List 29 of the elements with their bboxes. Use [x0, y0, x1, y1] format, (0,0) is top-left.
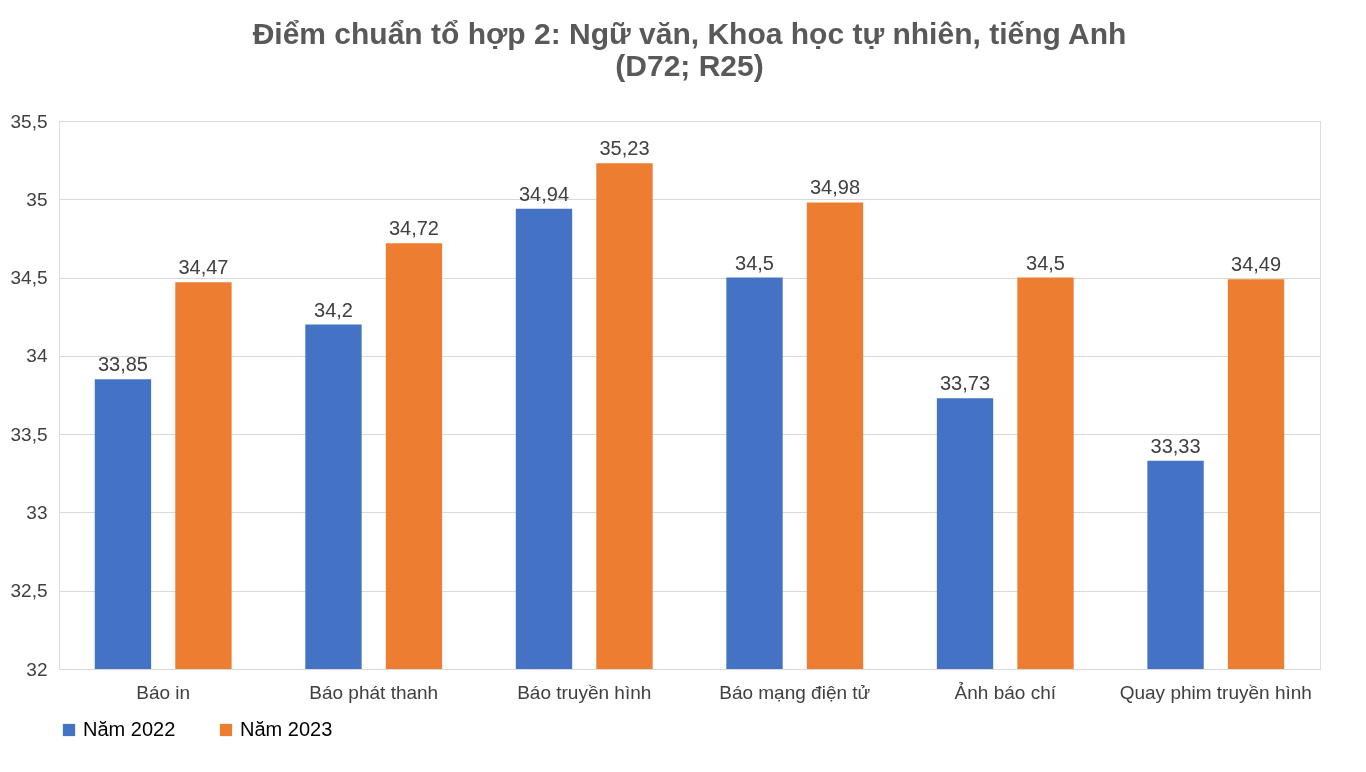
- data-label: 34,2: [314, 298, 353, 321]
- legend-label: Năm 2022: [83, 718, 176, 740]
- y-tick-label: 34: [26, 345, 48, 367]
- x-tick-label: Báo in: [136, 681, 191, 703]
- x-tick-label: Quay phim truyền hình: [1119, 681, 1312, 703]
- legend-label: Năm 2023: [240, 718, 333, 740]
- y-tick-label: 35: [26, 188, 48, 210]
- data-label: 34,49: [1231, 253, 1282, 276]
- y-tick-label: 35,5: [10, 110, 48, 132]
- data-label: 34,5: [735, 251, 774, 274]
- data-label: 35,23: [599, 137, 650, 160]
- data-label: 34,47: [178, 256, 229, 279]
- y-tick-label: 34,5: [10, 267, 48, 289]
- y-tick-label: 32,5: [10, 580, 48, 602]
- y-tick-label: 33: [26, 501, 48, 523]
- data-label: 33,85: [97, 353, 148, 376]
- x-tick-label: Báo mạng điện tử: [719, 681, 871, 703]
- x-tick-label: Báo phát thanh: [309, 681, 439, 703]
- data-label: 34,72: [388, 217, 439, 240]
- data-label: 33,73: [940, 372, 991, 395]
- chart-title: Điểm chuẩn tổ hợp 2: Ngữ văn, Khoa học tự nhiên, tiếng Anh (D72; R25): [252, 17, 1127, 82]
- y-tick-label: 32: [26, 658, 48, 680]
- data-label: 34,94: [518, 182, 570, 205]
- x-tick-label: Báo truyền hình: [517, 681, 652, 703]
- y-tick-label: 33,5: [10, 423, 48, 445]
- data-label: 33,33: [1150, 434, 1201, 457]
- x-tick-label: Ảnh báo chí: [954, 681, 1057, 703]
- data-label: 34,5: [1026, 251, 1065, 274]
- data-label: 34,98: [809, 176, 861, 199]
